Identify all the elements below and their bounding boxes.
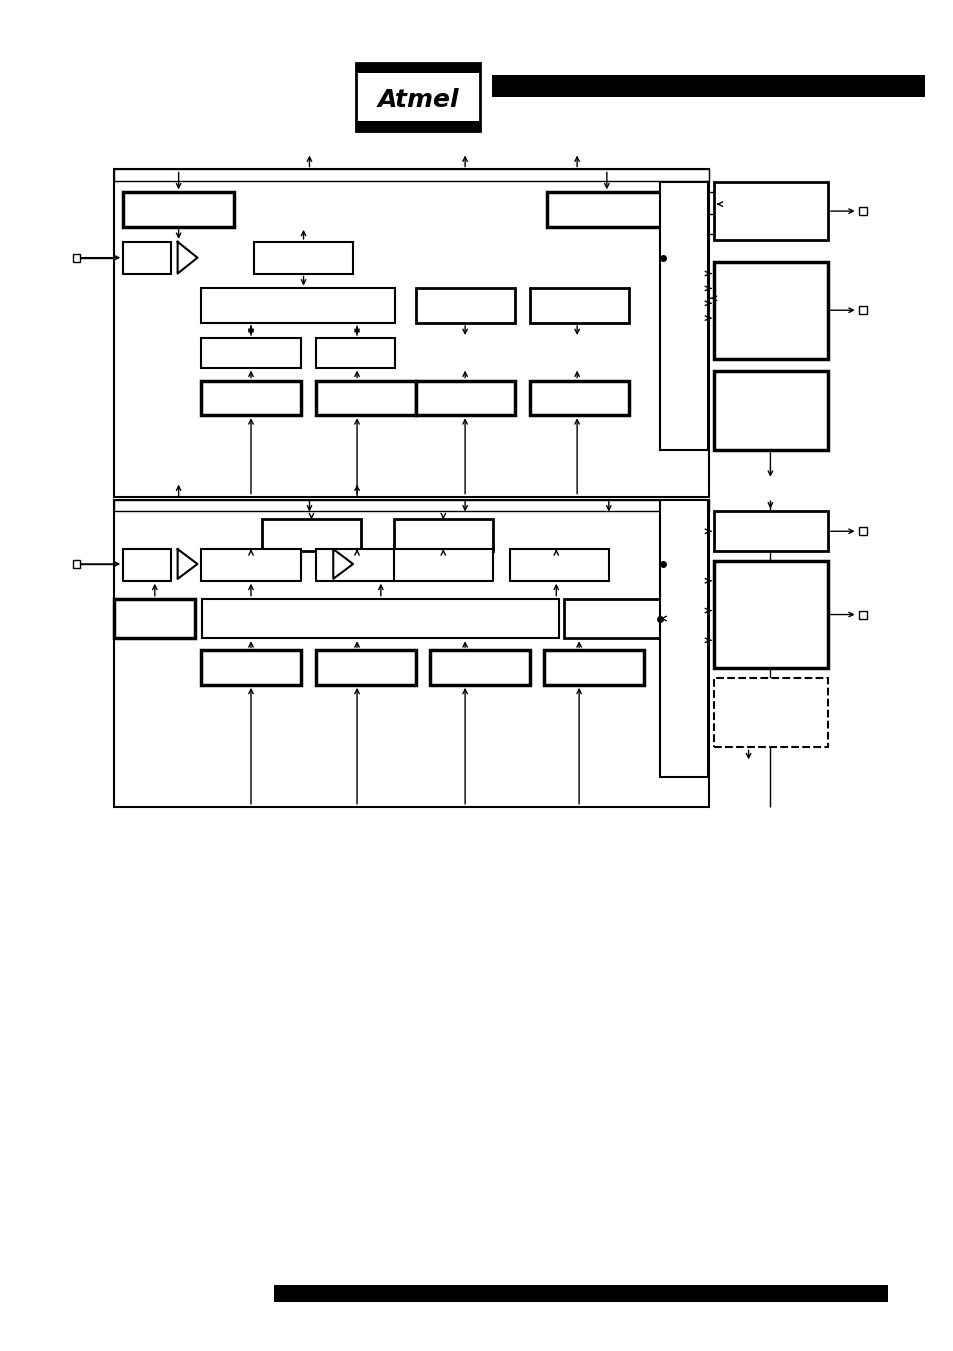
Bar: [316, 650, 416, 685]
Bar: [201, 381, 300, 415]
Bar: [659, 182, 707, 450]
Bar: [201, 549, 300, 581]
Bar: [529, 381, 628, 415]
Bar: [253, 242, 353, 273]
Bar: [355, 63, 479, 73]
Bar: [509, 549, 608, 581]
Bar: [394, 519, 493, 551]
Bar: [123, 192, 233, 227]
Bar: [274, 1285, 887, 1302]
Bar: [202, 598, 558, 638]
Bar: [858, 527, 865, 535]
Bar: [659, 500, 707, 777]
Bar: [355, 120, 479, 131]
Bar: [713, 561, 827, 667]
Bar: [858, 307, 865, 315]
Text: Atmel: Atmel: [377, 88, 458, 112]
Bar: [713, 182, 827, 240]
Bar: [416, 381, 514, 415]
Bar: [114, 500, 708, 512]
Bar: [72, 561, 80, 567]
Bar: [713, 678, 827, 747]
Bar: [355, 63, 479, 131]
Bar: [316, 549, 395, 581]
Polygon shape: [333, 549, 353, 578]
Bar: [201, 338, 300, 367]
Bar: [858, 611, 865, 619]
Bar: [114, 169, 708, 497]
Bar: [72, 254, 80, 262]
Bar: [492, 76, 924, 97]
Bar: [123, 549, 171, 581]
Bar: [262, 519, 360, 551]
Bar: [563, 598, 662, 638]
Bar: [544, 650, 643, 685]
Bar: [416, 288, 514, 323]
Bar: [713, 512, 827, 551]
Polygon shape: [177, 242, 197, 273]
Bar: [360, 73, 475, 119]
Bar: [713, 262, 827, 359]
Bar: [713, 370, 827, 450]
Bar: [114, 500, 708, 807]
Bar: [430, 650, 529, 685]
Bar: [201, 288, 395, 323]
Bar: [114, 598, 195, 638]
Bar: [316, 381, 416, 415]
Bar: [114, 169, 708, 181]
Bar: [123, 242, 171, 273]
Bar: [394, 549, 493, 581]
Bar: [316, 338, 395, 367]
Polygon shape: [177, 549, 197, 578]
Bar: [547, 192, 660, 227]
Bar: [529, 288, 628, 323]
Bar: [858, 207, 865, 215]
Bar: [201, 650, 300, 685]
